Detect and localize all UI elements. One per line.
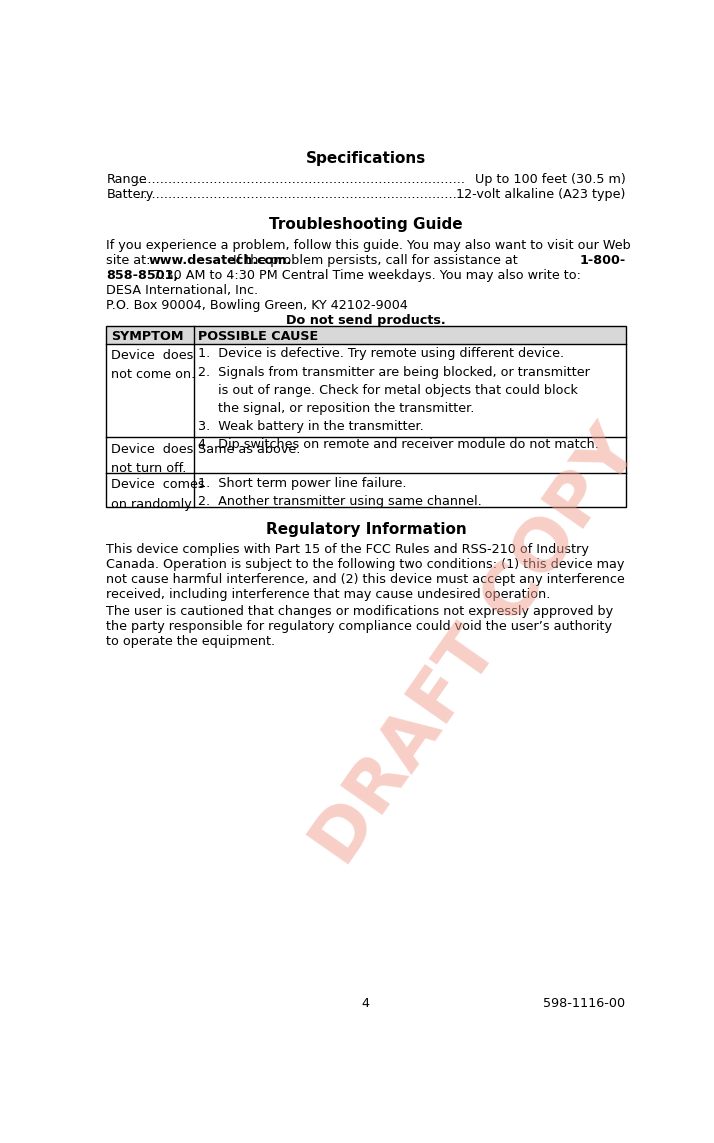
Text: If you experience a problem, follow this guide. You may also want to visit our W: If you experience a problem, follow this… (106, 239, 631, 251)
Text: DRAFT COPY: DRAFT COPY (301, 417, 653, 878)
Text: Device  does
not come on.: Device does not come on. (111, 349, 195, 382)
Text: ................................................................................: ........................................… (136, 187, 466, 201)
Text: 12-volt alkaline (A23 type): 12-volt alkaline (A23 type) (456, 187, 625, 201)
Text: Same as above.: Same as above. (198, 442, 301, 456)
Text: SYMPTOM: SYMPTOM (111, 329, 183, 343)
Text: Device  does
not turn off.: Device does not turn off. (111, 442, 193, 475)
Text: www.desatech.com.: www.desatech.com. (149, 254, 292, 266)
Text: Up to 100 feet (30.5 m): Up to 100 feet (30.5 m) (475, 173, 625, 186)
Text: DESA International, Inc.: DESA International, Inc. (106, 283, 258, 297)
Text: 1.  Short term power line failure.
2.  Another transmitter using same channel.: 1. Short term power line failure. 2. Ano… (198, 477, 482, 507)
Text: P.O. Box 90004, Bowling Green, KY 42102-9004: P.O. Box 90004, Bowling Green, KY 42102-… (106, 298, 408, 312)
Text: 1.  Device is defective. Try remote using different device.
2.  Signals from tra: 1. Device is defective. Try remote using… (198, 347, 599, 451)
Text: Specifications: Specifications (306, 151, 426, 166)
Text: to operate the equipment.: to operate the equipment. (106, 636, 276, 648)
Text: The user is cautioned that changes or modifications not expressly approved by: The user is cautioned that changes or mo… (106, 605, 613, 618)
Text: If the problem persists, call for assistance at: If the problem persists, call for assist… (229, 254, 522, 266)
Text: 598-1116-00: 598-1116-00 (543, 997, 625, 1009)
Text: Battery: Battery (106, 187, 154, 201)
Text: not cause harmful interference, and (2) this device must accept any interference: not cause harmful interference, and (2) … (106, 574, 625, 586)
Text: 7:30 AM to 4:30 PM Central Time weekdays. You may also write to:: 7:30 AM to 4:30 PM Central Time weekdays… (149, 269, 581, 282)
Text: received, including interference that may cause undesired operation.: received, including interference that ma… (106, 589, 550, 601)
Text: 858-8501,: 858-8501, (106, 269, 178, 282)
Bar (106, 326, 625, 506)
Text: 4: 4 (362, 997, 370, 1009)
Text: Canada. Operation is subject to the following two conditions: (1) this device ma: Canada. Operation is subject to the foll… (106, 558, 625, 572)
Text: Regulatory Information: Regulatory Information (266, 522, 466, 537)
Text: the party responsible for regulatory compliance could void the user’s authority: the party responsible for regulatory com… (106, 620, 613, 633)
Text: Troubleshooting Guide: Troubleshooting Guide (269, 217, 463, 232)
Text: 1-800-: 1-800- (579, 254, 625, 266)
Text: POSSIBLE CAUSE: POSSIBLE CAUSE (198, 329, 318, 343)
Text: Range: Range (106, 173, 147, 186)
Bar (106, 326, 625, 344)
Text: ................................................................................: ........................................… (136, 173, 466, 186)
Text: This device complies with Part 15 of the FCC Rules and RSS-210 of Industry: This device complies with Part 15 of the… (106, 543, 589, 557)
Text: Device  comes
on randomly.: Device comes on randomly. (111, 478, 205, 511)
Text: site at:: site at: (106, 254, 155, 266)
Text: Do not send products.: Do not send products. (286, 314, 446, 327)
